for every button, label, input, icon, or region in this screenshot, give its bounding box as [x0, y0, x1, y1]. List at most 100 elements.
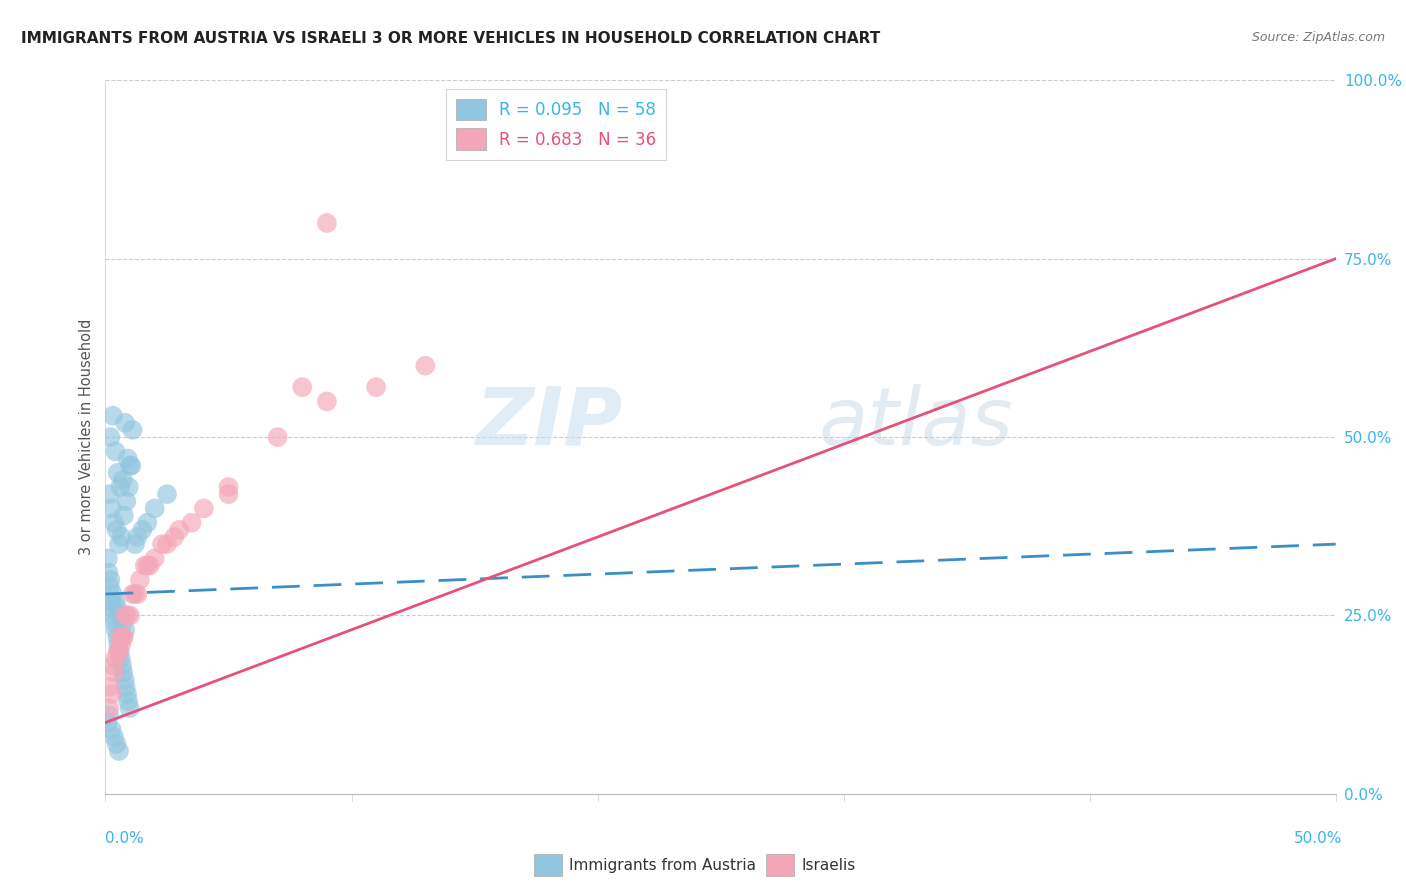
Point — [104, 594, 127, 608]
Text: atlas: atlas — [818, 384, 1014, 462]
Point — [114, 416, 136, 430]
Point — [105, 630, 128, 644]
Point — [100, 723, 122, 737]
Point — [97, 566, 120, 580]
Text: 50.0%: 50.0% — [1295, 831, 1343, 846]
Point — [107, 466, 129, 480]
Point — [114, 673, 136, 687]
Point — [114, 623, 136, 637]
Point — [104, 444, 127, 458]
Point — [108, 744, 131, 758]
Point — [291, 380, 314, 394]
Point — [103, 608, 125, 623]
Point — [104, 623, 127, 637]
Point — [103, 730, 125, 744]
Point — [98, 430, 122, 444]
Point — [114, 680, 136, 694]
Point — [98, 580, 121, 594]
Point — [100, 687, 122, 701]
Point — [104, 651, 127, 665]
Y-axis label: 3 or more Vehicles in Household: 3 or more Vehicles in Household — [79, 319, 94, 555]
Point — [110, 630, 132, 644]
Point — [100, 594, 122, 608]
Point — [110, 637, 132, 651]
Point — [143, 501, 166, 516]
Point — [127, 530, 149, 544]
Point — [105, 737, 128, 751]
Point — [193, 501, 215, 516]
Point — [96, 715, 118, 730]
Point — [103, 516, 125, 530]
Point — [111, 630, 134, 644]
Point — [117, 451, 139, 466]
Point — [98, 573, 122, 587]
Point — [114, 608, 136, 623]
Point — [150, 537, 173, 551]
Point — [100, 501, 122, 516]
Point — [143, 551, 166, 566]
Point — [105, 523, 128, 537]
Text: IMMIGRANTS FROM AUSTRIA VS ISRAELI 3 OR MORE VEHICLES IN HOUSEHOLD CORRELATION C: IMMIGRANTS FROM AUSTRIA VS ISRAELI 3 OR … — [21, 31, 880, 46]
Point — [98, 680, 122, 694]
Point — [218, 480, 240, 494]
Point — [101, 601, 124, 615]
Point — [120, 458, 142, 473]
Point — [120, 608, 141, 623]
Point — [101, 658, 124, 673]
Point — [110, 608, 132, 623]
Point — [139, 558, 162, 573]
Point — [107, 601, 129, 615]
Point — [110, 480, 132, 494]
Legend: R = 0.095   N = 58, R = 0.683   N = 36: R = 0.095 N = 58, R = 0.683 N = 36 — [446, 88, 666, 160]
Point — [134, 558, 156, 573]
Point — [108, 644, 131, 658]
Point — [110, 651, 132, 665]
Point — [117, 608, 139, 623]
Point — [136, 558, 159, 573]
Point — [111, 658, 134, 673]
Point — [156, 537, 179, 551]
Point — [108, 537, 131, 551]
Point — [156, 487, 179, 501]
Point — [98, 487, 121, 501]
Point — [98, 708, 121, 723]
Point — [169, 523, 191, 537]
Point — [131, 523, 153, 537]
Point — [98, 701, 121, 715]
Point — [124, 587, 146, 601]
Point — [118, 480, 141, 494]
Point — [97, 551, 120, 566]
Point — [120, 458, 141, 473]
Point — [315, 394, 337, 409]
Point — [129, 573, 152, 587]
Text: Immigrants from Austria: Immigrants from Austria — [569, 858, 756, 872]
Point — [107, 644, 129, 658]
Text: Source: ZipAtlas.com: Source: ZipAtlas.com — [1251, 31, 1385, 45]
Point — [415, 359, 437, 373]
Point — [136, 516, 159, 530]
Point — [315, 216, 337, 230]
Point — [112, 630, 135, 644]
Point — [111, 473, 134, 487]
Point — [163, 530, 186, 544]
Point — [111, 615, 134, 630]
Point — [118, 701, 141, 715]
Point — [127, 587, 149, 601]
Text: Israelis: Israelis — [801, 858, 856, 872]
Point — [218, 487, 240, 501]
Point — [121, 587, 143, 601]
Point — [107, 637, 129, 651]
Text: ZIP: ZIP — [475, 384, 621, 462]
Point — [115, 494, 138, 508]
Point — [101, 587, 124, 601]
Point — [267, 430, 290, 444]
Point — [115, 687, 138, 701]
Point — [366, 380, 388, 394]
Point — [101, 409, 124, 423]
Point — [112, 665, 135, 680]
Point — [112, 508, 135, 523]
Point — [180, 516, 202, 530]
Point — [124, 537, 146, 551]
Text: 0.0%: 0.0% — [105, 831, 145, 846]
Point — [117, 694, 139, 708]
